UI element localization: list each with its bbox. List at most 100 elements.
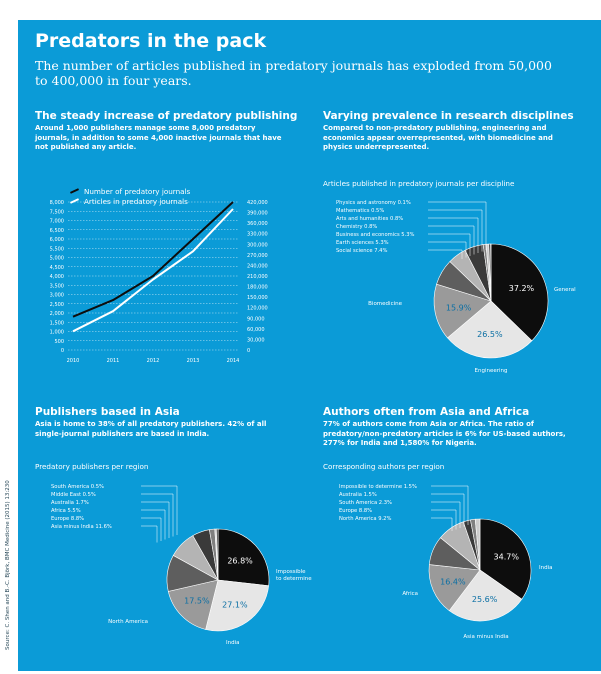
y-tick-right: 30,000 <box>247 337 265 343</box>
pie-small-slice-label: Europe 8.8% <box>51 516 84 522</box>
line-chart-legend: Number of predatory journals Articles in… <box>69 186 191 206</box>
pie-small-slice-label: Europe 8.8% <box>339 508 372 514</box>
x-tick: 2010 <box>67 358 80 364</box>
authors-section-title: Authors often from Asia and Africa <box>323 406 530 418</box>
pie-leader-line <box>141 501 170 538</box>
y-tick-right: 270,000 <box>247 253 268 259</box>
y-tick-right: 210,000 <box>247 274 268 280</box>
y-tick-right: 0 <box>247 348 250 354</box>
pie-leader-line <box>428 209 483 252</box>
pie-pct-label: 37.2% <box>509 284 535 293</box>
y-tick-right: 180,000 <box>247 285 268 291</box>
authors-section-desc: 77% of authors come from Asia or Africa.… <box>323 420 566 447</box>
y-tick-left: 1,000 <box>50 330 64 336</box>
disciplines-chart-label: Articles published in predatory journals… <box>323 179 515 188</box>
page-subtitle: The number of articles published in pred… <box>35 58 552 88</box>
legend-item-journals: Number of predatory journals <box>69 186 191 196</box>
pie-slice <box>474 518 481 571</box>
pie-leader-line <box>141 485 178 535</box>
charts-canvas: 0 500 1,000 1,500 2,000 2,500 3,000 3,500 4,000 4… <box>50 200 576 646</box>
pie-slice <box>433 283 492 339</box>
pie-slice <box>217 528 270 587</box>
x-tick: 2011 <box>107 358 120 364</box>
pie-leader-line <box>141 525 158 543</box>
y-tick-left: 2,500 <box>50 302 64 308</box>
pie-leader-line <box>428 225 475 255</box>
x-tick: 2013 <box>187 358 200 364</box>
y-tick-right: 360,000 <box>247 221 268 227</box>
disciplines-section-desc: Compared to non-predatory publishing, en… <box>323 124 553 151</box>
pie-leader-line <box>431 485 469 525</box>
pie-small-slice-label: Australia 1.5% <box>339 492 377 498</box>
pie-small-slice-label: Chemistry 0.8% <box>336 224 377 230</box>
pie-small-slice-label: Africa 5.5% <box>51 508 81 514</box>
pie-small-slice-label: South America 2.3% <box>339 500 392 506</box>
source-credit: Source: C. Shen and B.-C. Björk, BMC Med… <box>5 480 11 650</box>
y-tick-right: 240,000 <box>247 263 268 269</box>
pie-pct-label: 34.7% <box>494 552 520 561</box>
disciplines-section-title: Varying prevalence in research disciplin… <box>323 110 574 122</box>
x-tick: 2014 <box>227 358 240 364</box>
legend-label-journals: Number of predatory journals <box>84 186 191 196</box>
y-tick-right: 300,000 <box>247 242 268 248</box>
pie-pct-label: 27.1% <box>222 600 248 609</box>
legend-item-articles: Articles in predatory journals <box>69 196 190 206</box>
pie-outside-label: General <box>554 287 576 293</box>
asia-chart-label: Predatory publishers per region <box>35 462 149 471</box>
pie-small-slice-label: Business and economics 5.3% <box>336 232 415 238</box>
pie-pct-label: 25.6% <box>472 595 498 604</box>
pie-leader-line <box>431 517 453 531</box>
y-tick-left: 5,500 <box>50 246 64 252</box>
y-tick-right: 150,000 <box>247 295 268 301</box>
y-tick-left: 6,500 <box>50 228 64 234</box>
pie-outside-label: Asia minus India <box>463 634 508 640</box>
pie-outside-label: India <box>539 565 553 571</box>
y-tick-right: 90,000 <box>247 316 265 322</box>
asia-section-title: Publishers based in Asia <box>35 406 180 418</box>
y-tick-right: 120,000 <box>247 306 268 312</box>
y-tick-left: 1,500 <box>50 320 64 326</box>
pie-leader-line <box>431 509 457 530</box>
pie-leader-line <box>428 201 487 250</box>
pie-pct-label: 26.5% <box>477 330 503 339</box>
pie-slice <box>167 579 219 630</box>
pie-slice <box>479 518 532 600</box>
pie-slice <box>428 564 481 612</box>
pie-leader-line <box>428 249 463 259</box>
y-tick-right: 330,000 <box>247 232 268 238</box>
y-tick-left: 4,000 <box>50 274 64 280</box>
asia-section-desc: Asia is home to 38% of all predatory pub… <box>35 420 267 438</box>
pie-slice <box>205 579 270 632</box>
pie-outside-label: to determine <box>276 576 312 582</box>
y-tick-left: 5,000 <box>50 256 64 262</box>
y-tick-left: 8,000 <box>50 200 64 206</box>
pie-outside-label: India <box>226 640 240 646</box>
pie-leader-line <box>141 509 166 540</box>
pie-slice <box>490 243 549 342</box>
legend-label-articles: Articles in predatory journals <box>84 196 188 206</box>
y-tick-left: 6,000 <box>50 237 64 243</box>
pie-small-slice-label: Asia minus India 11.6% <box>51 524 112 530</box>
pie-pct-label: 15.9% <box>446 304 472 313</box>
pie-leader-line <box>428 241 467 258</box>
pie-small-slice-label: Earth sciences 5.3% <box>336 240 389 246</box>
y-tick-left: 4,500 <box>50 265 64 271</box>
pie-slice <box>448 569 523 622</box>
y-tick-right: 420,000 <box>247 200 268 206</box>
pie-pct-label: 26.8% <box>227 556 253 565</box>
y-tick-right: 60,000 <box>247 327 265 333</box>
authors-chart-label: Corresponding authors per region <box>323 462 445 471</box>
pie-leader-line <box>431 501 461 528</box>
y-tick-left: 2,000 <box>50 311 64 317</box>
pie-leader-line <box>428 217 479 253</box>
y-tick-left: 3,000 <box>50 293 64 299</box>
pie-outside-label: Africa <box>402 591 418 597</box>
y-tick-left: 7,000 <box>50 219 64 225</box>
y-tick-left: 500 <box>54 339 64 345</box>
pie-small-slice-label: South America 0.5% <box>51 484 104 490</box>
pie-outside-label: North America <box>108 619 148 625</box>
pie-small-slice-label: Middle East 0.5% <box>51 492 96 498</box>
pie-small-slice-label: Social science 7.4% <box>336 248 387 254</box>
page-title: Predators in the pack <box>35 30 267 52</box>
